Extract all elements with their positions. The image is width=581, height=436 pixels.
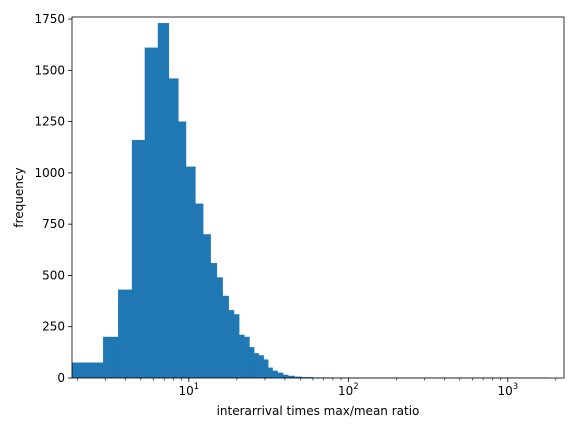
histogram-bar xyxy=(239,334,245,379)
y-tick-label: 1000 xyxy=(34,166,65,180)
histogram-bar xyxy=(258,355,264,379)
y-tick-label: 0 xyxy=(57,371,65,385)
histogram-bar xyxy=(131,139,146,379)
histogram-bar xyxy=(203,234,211,379)
histogram-bar xyxy=(195,203,204,379)
y-axis-label: frequency xyxy=(12,167,26,227)
y-tick-label: 750 xyxy=(42,217,65,231)
histogram-bar xyxy=(178,121,187,379)
histogram-bar xyxy=(254,353,260,379)
x-tick-label: 102 xyxy=(338,382,359,398)
y-tick-label: 1250 xyxy=(34,115,65,129)
histogram-bar xyxy=(144,47,159,379)
x-axis-ticks: 101 102 103 xyxy=(77,378,557,398)
histogram-bar xyxy=(282,374,289,379)
histogram-bar xyxy=(117,289,133,379)
histogram-bar xyxy=(263,359,269,379)
histogram-bar xyxy=(249,347,255,379)
histogram-bar xyxy=(272,370,278,379)
histogram-bar xyxy=(168,78,179,379)
histogram-bar xyxy=(210,262,218,379)
y-tick-label: 250 xyxy=(42,320,65,334)
histogram-bar xyxy=(216,277,223,379)
histogram-bar xyxy=(277,372,284,379)
histogram-bars xyxy=(71,23,549,379)
x-tick-label: 103 xyxy=(497,382,518,398)
y-axis-ticks: 0 250 500 750 1000 1250 1500 1750 xyxy=(34,12,72,385)
y-tick-label: 1750 xyxy=(34,12,65,26)
plot-frame xyxy=(71,16,565,379)
histogram-bar xyxy=(228,310,235,379)
histogram-bar xyxy=(71,362,104,379)
histogram-bar xyxy=(157,23,170,379)
x-axis-label: interarrival times max/mean ratio xyxy=(217,404,420,418)
histogram-bar xyxy=(102,336,119,379)
histogram-bar xyxy=(185,166,196,379)
histogram-bar xyxy=(233,314,240,379)
y-tick-label: 500 xyxy=(42,268,65,282)
histogram-bar xyxy=(244,336,250,379)
histogram-bar xyxy=(268,367,273,379)
x-tick-label: 101 xyxy=(179,382,200,398)
histogram-bar xyxy=(222,295,229,379)
y-tick-label: 1500 xyxy=(34,63,65,77)
